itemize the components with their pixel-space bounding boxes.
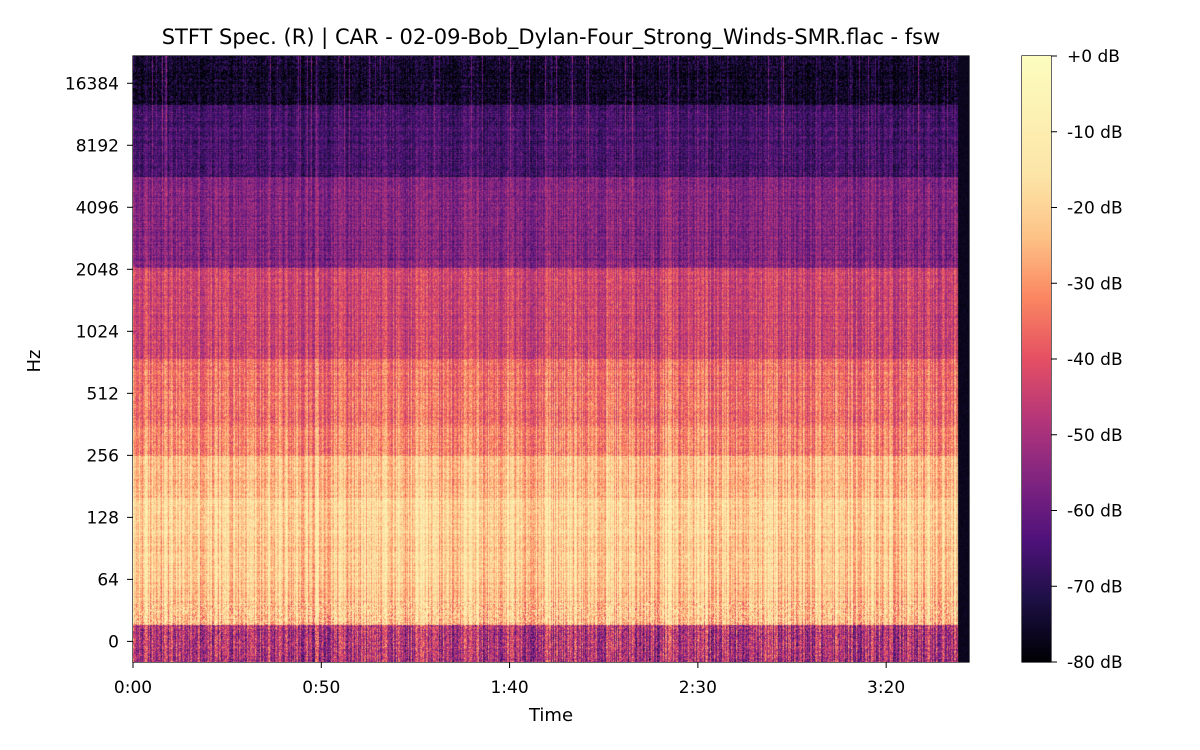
colorbar-tick-label: -50 dB [1067, 426, 1123, 446]
y-tick-label: 4096 [76, 198, 119, 218]
y-tick-label: 8192 [76, 136, 119, 156]
colorbar: +0 dB -10 dB -20 dB -30 dB -40 dB -50 dB -60 d… [1021, 47, 1123, 673]
chart-title: STFT Spec. (R) | CAR - 02-09-Bob_Dylan-F… [162, 25, 941, 50]
colorbar-tick-label: -40 dB [1067, 350, 1123, 370]
y-tick-label: 1024 [76, 322, 119, 342]
colorbar-tick-label: -30 dB [1067, 274, 1123, 294]
colorbar-tick-label: -60 dB [1067, 502, 1123, 522]
y-tick-label: 16384 [65, 74, 119, 94]
x-tick-label: 0:00 [114, 678, 152, 698]
colorbar-gradient [1022, 56, 1051, 662]
x-tick-label: 3:20 [867, 678, 905, 698]
y-tick-label: 256 [87, 446, 119, 466]
spectrogram-image [133, 56, 969, 662]
spectrogram-axes: 0:00 0:50 1:40 2:30 3:20 16384 8192 4096 2048 10… [24, 55, 970, 726]
x-axis-ticks: 0:00 0:50 1:40 2:30 3:20 [114, 662, 905, 698]
colorbar-tick-label: -70 dB [1067, 577, 1123, 597]
colorbar-tick-label: +0 dB [1067, 47, 1120, 67]
colorbar-tick-label: -10 dB [1067, 123, 1123, 143]
y-tick-label: 128 [87, 508, 119, 528]
y-tick-label: 0 [108, 632, 119, 652]
colorbar-tick-label: -80 dB [1067, 653, 1123, 673]
y-tick-label: 64 [97, 570, 119, 590]
x-tick-label: 2:30 [679, 678, 717, 698]
y-axis-label: Hz [24, 350, 45, 373]
x-axis-label: Time [528, 705, 573, 726]
x-tick-label: 1:40 [490, 678, 528, 698]
y-tick-label: 2048 [76, 260, 119, 280]
colorbar-tick-label: -20 dB [1067, 199, 1123, 219]
y-axis-ticks: 16384 8192 4096 2048 1024 512 256 128 64 0 [65, 74, 133, 652]
y-tick-label: 512 [87, 384, 119, 404]
x-tick-label: 0:50 [302, 678, 340, 698]
colorbar-ticks: +0 dB -10 dB -20 dB -30 dB -40 dB -50 dB -60 d… [1051, 47, 1123, 673]
